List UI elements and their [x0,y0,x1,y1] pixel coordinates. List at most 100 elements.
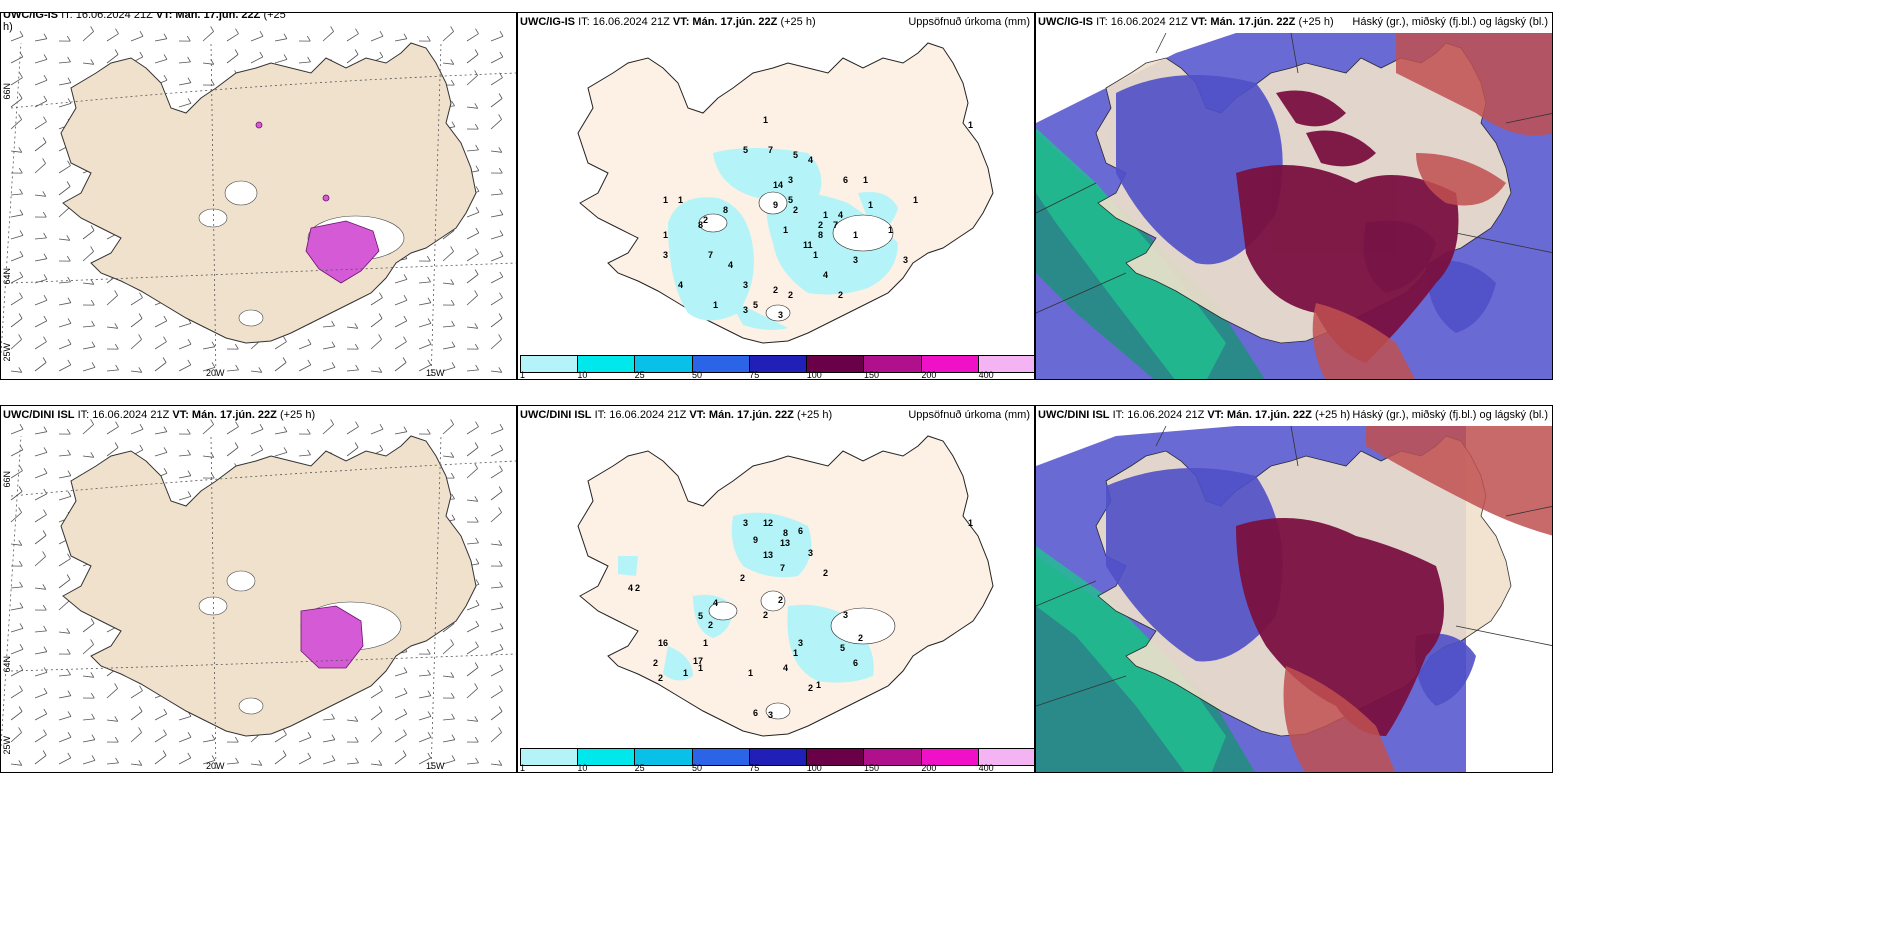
cloud-map-svg [1036,424,1552,772]
low-cloud-areas [1106,468,1476,706]
precip-value: 6 [843,175,848,185]
precip-value: 3 [663,250,668,260]
precip-value: 6 [798,526,803,536]
lat-label: 66N [2,471,12,488]
precip-value: 8 [723,205,728,215]
precip-value: 1 [783,225,788,235]
colorbar-swatch [921,749,979,765]
colorbar-swatch [635,749,693,765]
precip-value: 3 [743,305,748,315]
precip-value: 3 [743,518,748,528]
precip-value: 2 [778,595,783,605]
precip-value: 6 [753,708,758,718]
cloud-map-panel-row2: UWC/DINI ISL IT: 16.06.2024 21Z VT: Mán.… [1035,405,1553,773]
precip-value: 8 [783,528,788,538]
glacier-outlines [708,590,896,720]
precip-value: 7 [833,220,838,230]
wind-map-panel-row2: UWC/DINI ISL IT: 16.06.2024 21Z VT: Mán.… [0,405,517,773]
precip-value: 1 [793,648,798,658]
precip-value: 2 [858,633,863,643]
colorbar-swatch [807,749,865,765]
precip-value: 14 [773,180,783,190]
colorbar-tick: 200 [921,370,937,380]
cloud-map-panel-row1: UWC/IG-IS IT: 16.06.2024 21Z VT: Mán. 17… [1035,12,1553,380]
colorbar-swatch [692,749,750,765]
colorbar-ticks: 1 10 25 50 75 100 150 200 400 [520,763,1034,773]
precip-value: 13 [763,550,773,560]
precip-value: 1 [853,230,858,240]
precip-value: 9 [753,535,758,545]
precip-value: 1 [678,195,683,205]
precip-value: 2 [635,583,640,593]
panel-variable-label: Háský (gr.), miðský (fj.bl.) og lágský (… [1352,16,1548,28]
panel-variable-label: Háský (gr.), miðský (fj.bl.) og lágský (… [1352,409,1548,421]
precip-value: 1 [713,300,718,310]
colorbar-tick: 50 [691,763,702,773]
lon-label: 15W [426,761,445,771]
iceland-landmass [60,435,477,737]
precip-value: 2 [823,568,828,578]
high-cloud-areas [1283,426,1552,772]
precip-value: 3 [768,710,773,720]
precip-value: 4 [713,598,718,608]
precip-value: 6 [853,658,858,668]
wind-map-panel-row1: UWC/IG-IS IT: 16.06.2024 21Z VT: Mán. 17… [0,12,517,380]
precip-value: 8 [698,220,703,230]
lon-label: 15W [426,368,445,378]
mid-cloud-areas [1236,518,1444,736]
precip-colorbar [520,748,1034,766]
precip-value: 7 [708,250,713,260]
precip-value: 5 [793,150,798,160]
wind-map-svg [1,419,516,772]
colorbar-tick: 75 [749,370,760,380]
precip-value: 4 [823,270,828,280]
precip-value: 1 [863,175,868,185]
colorbar-swatch [978,356,1034,372]
precip-value: 4 [838,210,843,220]
colorbar-tick: 200 [921,763,937,773]
iceland-landmass [60,42,477,344]
panel-variable-label: Uppsöfnuð úrkoma (mm) [908,409,1030,421]
panel-title: UWC/IG-IS IT: 16.06.2024 21Z VT: Mán. 17… [1038,16,1334,28]
precip-value: 1 [813,250,818,260]
precip-value: 4 [728,260,733,270]
colorbar-swatch [749,749,808,765]
precip-value: 2 [763,610,768,620]
precip-value: 2 [773,285,778,295]
colorbar-swatch [864,749,922,765]
precip-value: 1 [663,230,668,240]
panel-title: UWC/IG-IS IT: 16.06.2024 21Z VT: Mán. 17… [3,12,286,33]
iceland-landmass [577,435,994,737]
lat-label: 66N [2,83,12,100]
precip-value: 13 [780,538,790,548]
precip-value: 2 [658,673,663,683]
lon-label-left: 25W [2,736,12,755]
precip-value: 4 [678,280,683,290]
panel-title: UWC/IG-IS IT: 16.06.2024 21Z VT: Mán. 17… [520,16,816,28]
lon-label: 20W [206,368,225,378]
colorbar-swatch [635,356,693,372]
colorbar-tick: 1 [520,370,526,380]
precip-value: 2 [788,290,793,300]
precip-value: 2 [808,683,813,693]
precip-value: 5 [743,145,748,155]
precip-value: 16 [658,638,668,648]
precip-colorbar [520,355,1034,373]
precip-value: 1 [816,680,821,690]
precip-value: 1 [683,668,688,678]
colorbar-tick: 75 [749,763,760,773]
precip-value: 1 [763,115,768,125]
precip-value: 3 [743,280,748,290]
colorbar-tick: 150 [864,370,880,380]
colorbar-swatch [978,749,1034,765]
colorbar-tick: 25 [634,763,645,773]
precip-value: 3 [788,175,793,185]
colorbar-ticks: 1 10 25 50 75 100 150 200 400 [520,370,1034,380]
precip-value: 2 [793,205,798,215]
mid-cloud-areas [1236,90,1459,363]
precip-value: 2 [838,290,843,300]
high-cloud-areas [1312,33,1552,379]
precip-value: 9 [773,200,778,210]
